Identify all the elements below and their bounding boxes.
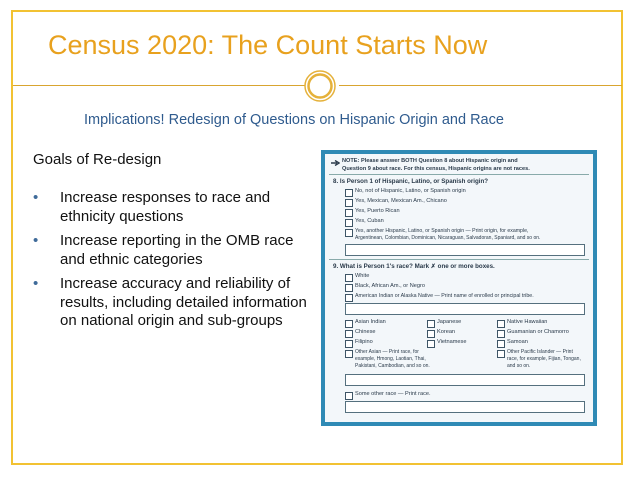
asian-option: Filipino [355,339,373,345]
tribe-write-in-field[interactable] [345,303,585,315]
checkbox[interactable] [497,330,505,338]
asian-option: Japanese [437,319,462,325]
other-race-write-in-field[interactable] [345,401,585,413]
checkbox[interactable] [345,320,353,328]
pacific-option-note: race, for example, Fijian, Tongan, [507,356,581,362]
form-note-line2: Question 9 about race. For this census, … [342,166,530,172]
checkbox[interactable] [345,199,353,207]
form-divider [329,174,589,175]
q8-write-in-field[interactable] [345,244,585,256]
q9-option: Black, African Am., or Negro [355,283,425,289]
list-item: • Increase accuracy and reliability of re… [33,275,318,331]
q8-option: Yes, Cuban [355,218,384,224]
checkbox[interactable] [345,189,353,197]
checkbox[interactable] [497,340,505,348]
checkbox[interactable] [345,284,353,292]
q9-label: 9. What is Person 1's race? Mark ✗ one o… [333,263,495,270]
pacific-option: Other Pacific Islander — Print [507,349,573,355]
bullet-icon: • [33,275,39,292]
checkbox[interactable] [427,330,435,338]
pacific-option: Guamanian or Chamorro [507,329,569,335]
checkbox[interactable] [427,320,435,328]
list-item: • Increase responses to race and ethnicit… [33,189,318,226]
bullet-icon: • [33,232,39,249]
q9-option: White [355,273,370,279]
race-write-in-field[interactable] [345,374,585,386]
q8-example: Argentinean, Colombian, Dominican, Nicar… [355,235,541,241]
q8-option: Yes, another Hispanic, Latino, or Spanis… [355,228,529,234]
checkbox[interactable] [497,320,505,328]
asian-option-note: example, Hmong, Laotian, Thai, [355,356,426,362]
q9-option: American Indian or Alaska Native — Print… [355,293,534,299]
form-divider [329,259,589,260]
asian-option: Other Asian — Print race, for [355,349,419,355]
some-other-race-option: Some other race — Print race. [355,391,431,397]
slide-subtitle: Implications! Redesign of Questions on H… [84,112,504,128]
checkbox[interactable] [345,330,353,338]
q8-option: Yes, Mexican, Mexican Am., Chicano [355,198,447,204]
checkbox[interactable] [345,219,353,227]
checkbox[interactable] [345,294,353,302]
slide-border [11,10,623,465]
pacific-option-note: and so on. [507,363,531,369]
q8-option: No, not of Hispanic, Latino, or Spanish … [355,188,466,194]
bullet-text: Increase reporting in the OMB race and e… [60,232,294,268]
checkbox[interactable] [427,340,435,348]
bullet-text: Increase responses to race and ethnicity… [60,189,271,225]
checkbox[interactable] [497,350,505,358]
title-divider-left [13,85,307,86]
checkbox[interactable] [345,350,353,358]
slide-title: Census 2020: The Count Starts Now [48,30,488,60]
asian-option: Korean [437,329,456,335]
census-form-image: NOTE: Please answer BOTH Question 8 abou… [321,150,597,426]
asian-option: Chinese [355,329,376,335]
list-item: • Increase reporting in the OMB race and … [33,232,318,269]
arrow-icon [331,160,340,166]
pacific-option: Samoan [507,339,528,345]
asian-option: Asian Indian [355,319,386,325]
checkbox[interactable] [345,209,353,217]
title-divider-right [339,85,622,86]
bullet-text: Increase accuracy and reliability of res… [60,275,307,329]
checkbox[interactable] [345,229,353,237]
goals-list: • Increase responses to race and ethnicit… [33,189,318,337]
asian-option: Vietnamese [437,339,467,345]
pacific-option: Native Hawaiian [507,319,548,325]
checkbox[interactable] [345,340,353,348]
q8-option: Yes, Puerto Rican [355,208,400,214]
q8-label: 8. Is Person 1 of Hispanic, Latino, or S… [333,178,489,185]
form-note-line1: NOTE: Please answer BOTH Question 8 abou… [342,158,518,164]
checkbox[interactable] [345,392,353,400]
checkbox[interactable] [345,274,353,282]
circle-ornament-icon [304,70,336,102]
asian-option-note: Pakistani, Cambodian, and so on. [355,363,430,369]
goals-heading: Goals of Re-design [33,151,162,168]
bullet-icon: • [33,189,39,206]
